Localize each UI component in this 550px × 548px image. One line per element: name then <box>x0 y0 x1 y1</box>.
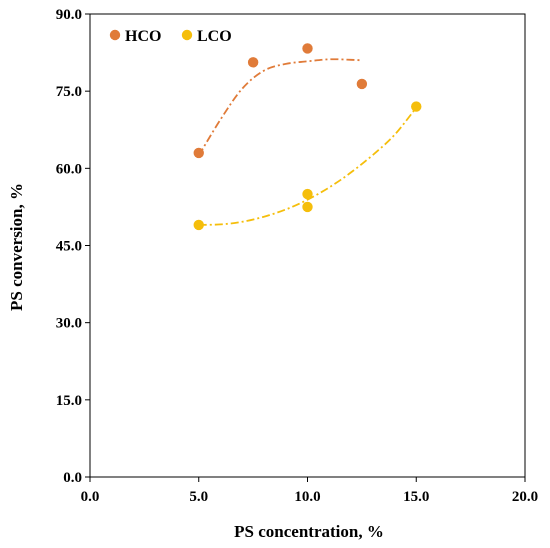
y-tick-label: 0.0 <box>63 470 82 486</box>
x-axis-title: PS concentration, % <box>234 522 384 541</box>
lco-data-point <box>302 201 313 213</box>
hco-trendline <box>198 58 362 156</box>
legend: HCO LCO <box>109 28 232 45</box>
lco-trendline <box>198 107 418 226</box>
x-tick-label: 10.0 <box>294 489 320 505</box>
x-tick-label: 15.0 <box>403 489 429 505</box>
lco-data-point <box>302 188 313 200</box>
y-tick-label: 30.0 <box>56 316 82 332</box>
y-tick-label: 15.0 <box>56 393 82 409</box>
lco-data-point <box>193 219 204 231</box>
x-tick-label: 0.0 <box>81 489 100 505</box>
x-tick-label: 5.0 <box>189 489 208 505</box>
y-tick-label: 90.0 <box>56 7 82 23</box>
legend-marker-hco <box>109 29 121 41</box>
hco-data-point <box>356 78 368 90</box>
legend-label-lco: LCO <box>197 28 232 45</box>
legend-marker-lco <box>181 29 193 41</box>
x-tick-label: 20.0 <box>512 489 538 505</box>
legend-label-hco: HCO <box>125 28 161 45</box>
lco-data-point <box>411 101 422 112</box>
y-tick-label: 75.0 <box>56 84 82 100</box>
hco-data-point <box>302 43 313 54</box>
y-axis-title: PS conversion, % <box>7 183 26 311</box>
hco-data-point <box>193 147 204 159</box>
y-tick-label: 60.0 <box>56 161 82 177</box>
y-tick-label: 45.0 <box>56 239 82 255</box>
plot-frame <box>89 13 526 478</box>
hco-data-point <box>247 57 259 68</box>
